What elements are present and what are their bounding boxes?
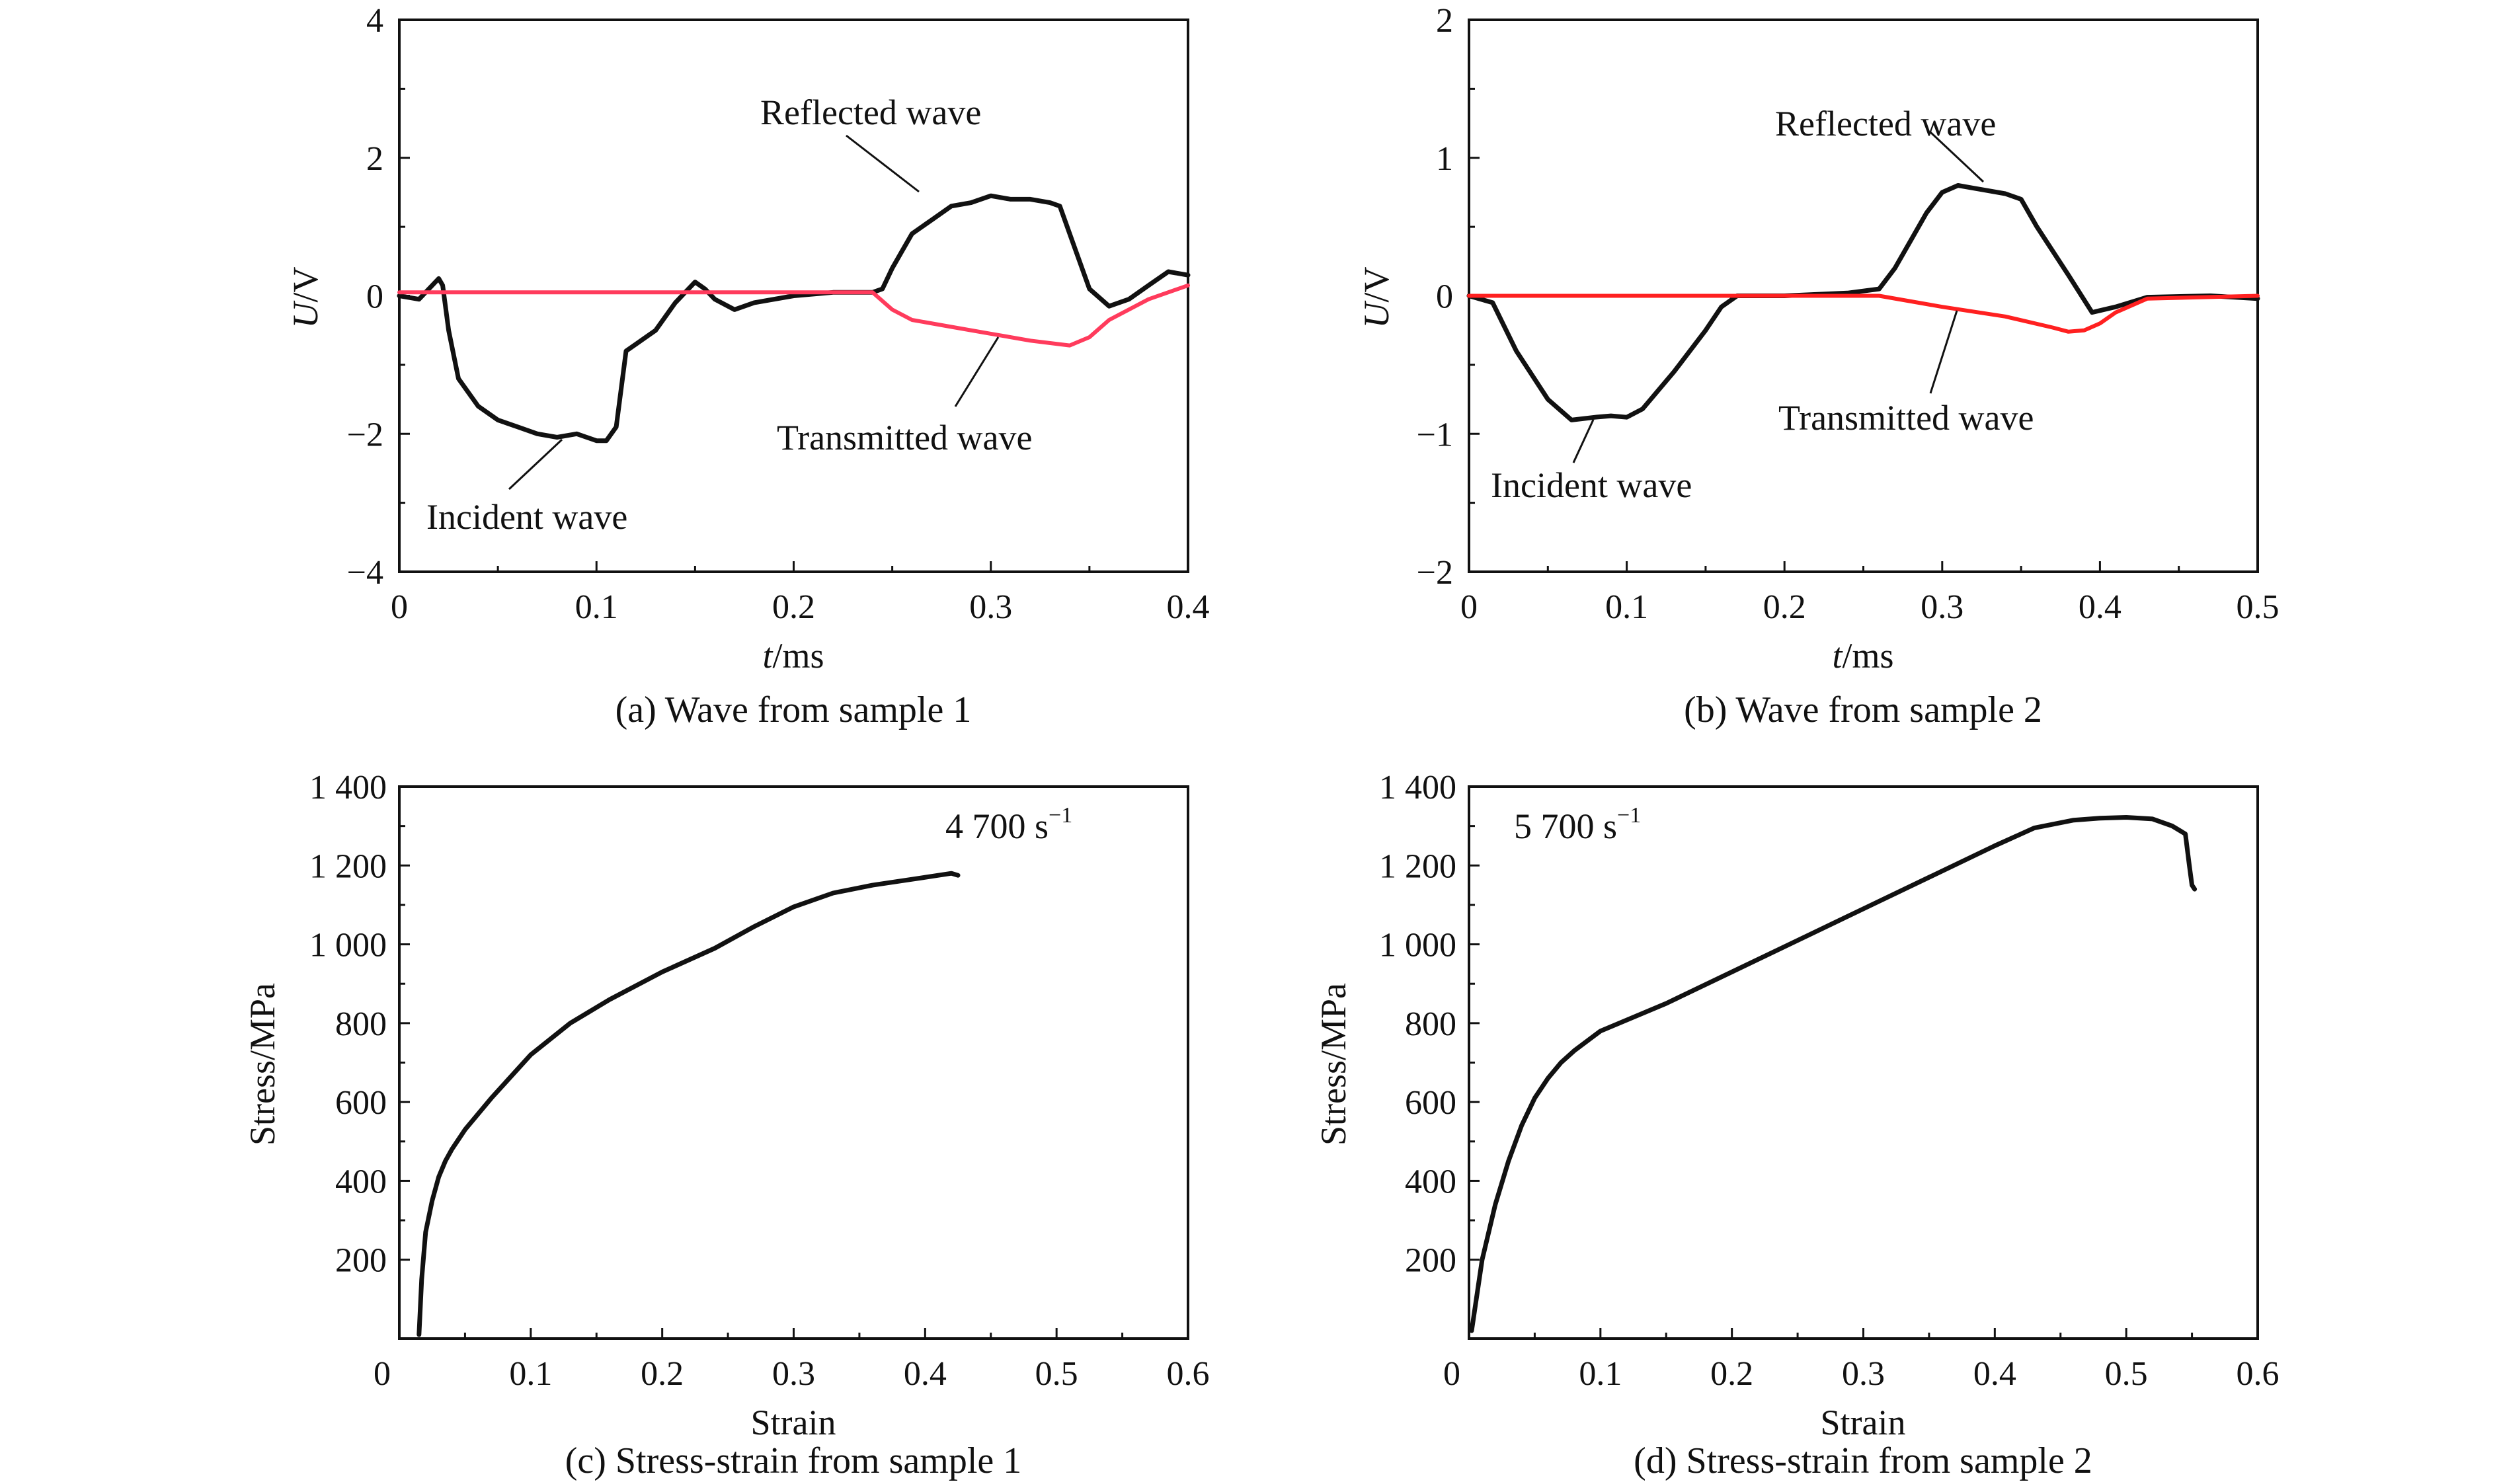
panel-d-xtick-4: 0.4 <box>1973 1355 2016 1393</box>
panel-a-xtick-2: 0.2 <box>772 588 815 626</box>
panel-c-ytick-800: 800 <box>335 1005 387 1043</box>
panel-b: −2 −1 0 1 2 0 0.1 0.2 0.3 0.4 0.5 t/ms U… <box>1357 2 2280 730</box>
panel-c-xtick-4: 0.4 <box>904 1355 947 1393</box>
panel-d-rate-label: 5 700 s−1 <box>1514 803 1641 846</box>
panel-c-ytick-600: 600 <box>335 1084 387 1122</box>
panel-a-ytick-0: −4 <box>347 554 383 592</box>
panel-c-rate-label: 4 700 s−1 <box>945 803 1072 846</box>
panel-b-ytick-2: 0 <box>1436 278 1453 316</box>
panel-d-frame <box>1468 785 2259 1340</box>
panel-c-series-0-line <box>416 871 961 1337</box>
panel-d-ticks <box>1468 785 2259 1339</box>
panel-c-frame <box>398 785 1189 1340</box>
panel-d-xtick-5: 0.5 <box>2105 1355 2148 1393</box>
panel-b-ytick-1: −1 <box>1417 416 1453 453</box>
panel-a-series-1-line <box>397 283 1190 348</box>
panel-b-leader-incident <box>1572 419 1595 463</box>
panel-d-series <box>1469 815 2198 1333</box>
panel-a-xtick-0: 0 <box>391 588 408 626</box>
panel-b-xtick-2: 0.2 <box>1763 588 1806 626</box>
panel-d-xlabel: Strain <box>1821 1403 1906 1442</box>
panel-b-xtick-5: 0.5 <box>2237 588 2280 626</box>
panel-a-ylabel: U/V <box>286 266 325 328</box>
panel-d-ytick-1000: 1 000 <box>1379 927 1456 964</box>
panel-b-ylabel: U/V <box>1357 266 1396 328</box>
panel-d-xtick-2: 0.2 <box>1710 1355 1753 1393</box>
panel-a-xtick-1: 0.1 <box>575 588 618 626</box>
panel-c: 200 400 600 800 1 000 1 200 1 400 0 0.1 … <box>243 769 1210 1481</box>
panel-c-ytick-200: 200 <box>335 1242 387 1280</box>
panel-a-xlabel: t/ms <box>762 636 824 676</box>
panel-c-caption: (c) Stress-strain from sample 1 <box>565 1440 1021 1481</box>
panel-b-annot-reflected: Reflected wave <box>1775 104 1996 143</box>
panel-d-xtick-3: 0.3 <box>1842 1355 1885 1393</box>
panel-a: −4 −2 0 2 4 0 0.1 0.2 0.3 0.4 t/ms U/V (… <box>286 2 1210 730</box>
panel-d-ytick-600: 600 <box>1405 1084 1456 1122</box>
panel-b-caption: (b) Wave from sample 2 <box>1684 689 2042 730</box>
panel-c-ytick-400: 400 <box>335 1163 387 1200</box>
panel-b-annot-incident: Incident wave <box>1491 465 1692 505</box>
panel-b-annot-transmitted: Transmitted wave <box>1778 398 2034 438</box>
panel-c-xtick-6: 0.6 <box>1167 1355 1210 1393</box>
panel-d-ytick-1200: 1 200 <box>1379 847 1456 885</box>
panel-a-ytick-1: −2 <box>347 416 383 453</box>
panel-b-series-1-line <box>1467 293 2260 334</box>
panel-d-ylabel: Stress/MPa <box>1314 983 1353 1146</box>
panel-d-ytick-800: 800 <box>1405 1005 1456 1043</box>
panel-d-series-0-line <box>1469 815 2198 1333</box>
panel-a-caption: (a) Wave from sample 1 <box>615 689 972 730</box>
panel-a-annot-reflected: Reflected wave <box>760 93 981 132</box>
panel-b-series-0-line <box>1466 183 2260 422</box>
panel-b-xtick-0: 0 <box>1460 588 1478 626</box>
panel-a-series <box>397 193 1191 444</box>
panel-c-ytick-1000: 1 000 <box>309 927 387 964</box>
panel-b-xtick-3: 0.3 <box>1921 588 1964 626</box>
panel-c-xtick-3: 0.3 <box>772 1355 815 1393</box>
panel-a-ytick-4: 4 <box>366 2 383 40</box>
panel-c-ylabel: Stress/MPa <box>243 983 282 1146</box>
panel-a-series-0-line <box>397 193 1191 444</box>
panel-c-xtick-5: 0.5 <box>1035 1355 1078 1393</box>
panel-a-leader-incident <box>508 438 563 490</box>
panel-c-ytick-1400: 1 400 <box>309 769 387 806</box>
panel-d-ytick-400: 400 <box>1405 1163 1456 1200</box>
panel-c-xtick-2: 0.2 <box>641 1355 684 1393</box>
panel-c-xtick-0: 0 <box>374 1355 391 1393</box>
panel-a-xtick-3: 0.3 <box>969 588 1012 626</box>
panel-a-leader-transmitted <box>954 336 1000 407</box>
panel-b-leader-transmitted <box>1929 310 1958 394</box>
panel-d-xtick-0: 0 <box>1443 1355 1460 1393</box>
panel-a-annot-incident: Incident wave <box>426 497 627 537</box>
panel-d-xtick-6: 0.6 <box>2237 1355 2280 1393</box>
panel-c-series <box>416 871 961 1337</box>
panel-c-ticks <box>398 785 1189 1339</box>
panel-d: 200 400 600 800 1 000 1 200 1 400 0 0.1 … <box>1314 769 2280 1481</box>
panel-a-ytick-2: 0 <box>366 278 383 316</box>
panel-b-ytick-3: 1 <box>1436 140 1453 178</box>
panel-a-annot-transmitted: Transmitted wave <box>777 418 1032 457</box>
panel-a-leader-reflected <box>846 134 920 193</box>
panel-d-xtick-1: 0.1 <box>1579 1355 1622 1393</box>
panel-b-ytick-4: 2 <box>1436 2 1453 40</box>
panel-a-ytick-3: 2 <box>366 140 383 178</box>
panel-c-xtick-1: 0.1 <box>509 1355 552 1393</box>
panel-c-ytick-1200: 1 200 <box>309 847 387 885</box>
panel-b-ytick-0: −2 <box>1417 554 1453 592</box>
panel-d-caption: (d) Stress-strain from sample 2 <box>1634 1440 2092 1481</box>
panel-c-xlabel: Strain <box>751 1403 836 1442</box>
panel-d-ytick-1400: 1 400 <box>1379 769 1456 806</box>
panel-d-ytick-200: 200 <box>1405 1242 1456 1280</box>
panel-b-series <box>1466 183 2260 422</box>
panel-b-leader-reflected <box>1929 131 1985 183</box>
panel-b-xtick-4: 0.4 <box>2079 588 2122 626</box>
panel-b-xlabel: t/ms <box>1832 636 1893 676</box>
panel-a-xtick-4: 0.4 <box>1167 588 1210 626</box>
panel-b-xtick-1: 0.1 <box>1605 588 1648 626</box>
